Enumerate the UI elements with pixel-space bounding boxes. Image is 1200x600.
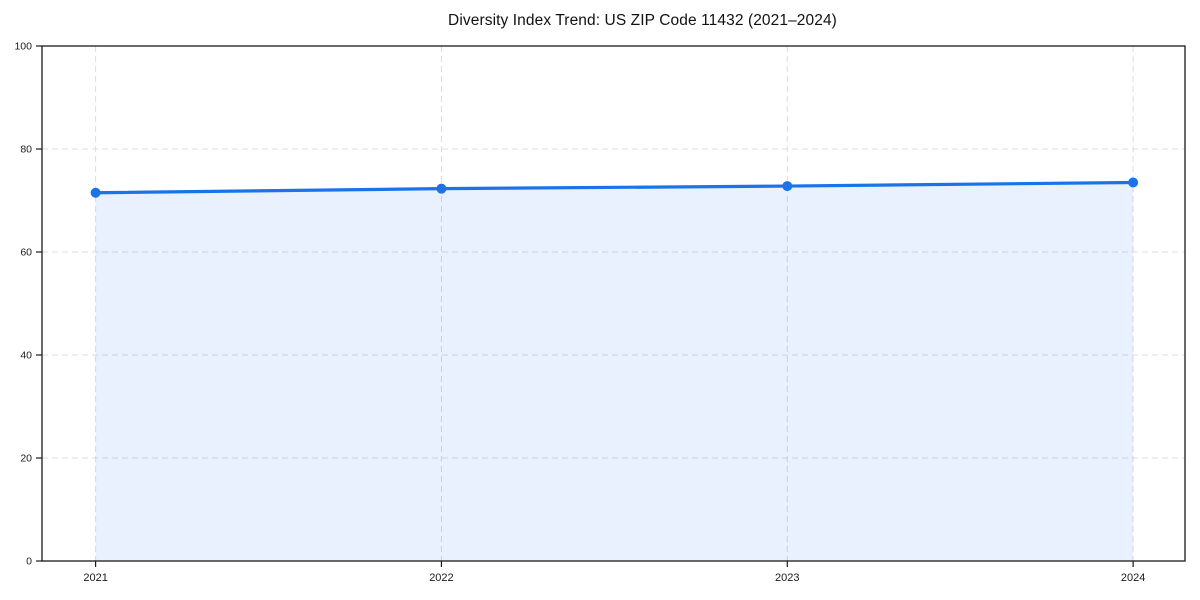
x-tick-label: 2022	[429, 572, 453, 584]
data-point-2023	[782, 181, 793, 192]
chart-title: Diversity Index Trend: US ZIP Code 11432…	[448, 12, 837, 29]
y-tick-label: 80	[20, 144, 32, 156]
trend-line	[94, 180, 1135, 195]
y-tick-label: 40	[20, 350, 32, 362]
x-tick-label: 2023	[775, 572, 799, 584]
y-tick-label: 60	[20, 247, 32, 259]
x-tick-label: 2021	[83, 572, 107, 584]
data-point-2021	[90, 187, 101, 198]
y-tick-label: 20	[20, 453, 32, 465]
y-tick-label: 100	[14, 41, 32, 53]
area-fill	[95, 182, 1134, 561]
x-tick-label: 2024	[1121, 572, 1145, 584]
data-point-2024	[1128, 177, 1139, 188]
y-tick-label: 0	[26, 556, 32, 568]
data-point-2022	[436, 183, 447, 194]
axes-frame	[41, 45, 1186, 562]
